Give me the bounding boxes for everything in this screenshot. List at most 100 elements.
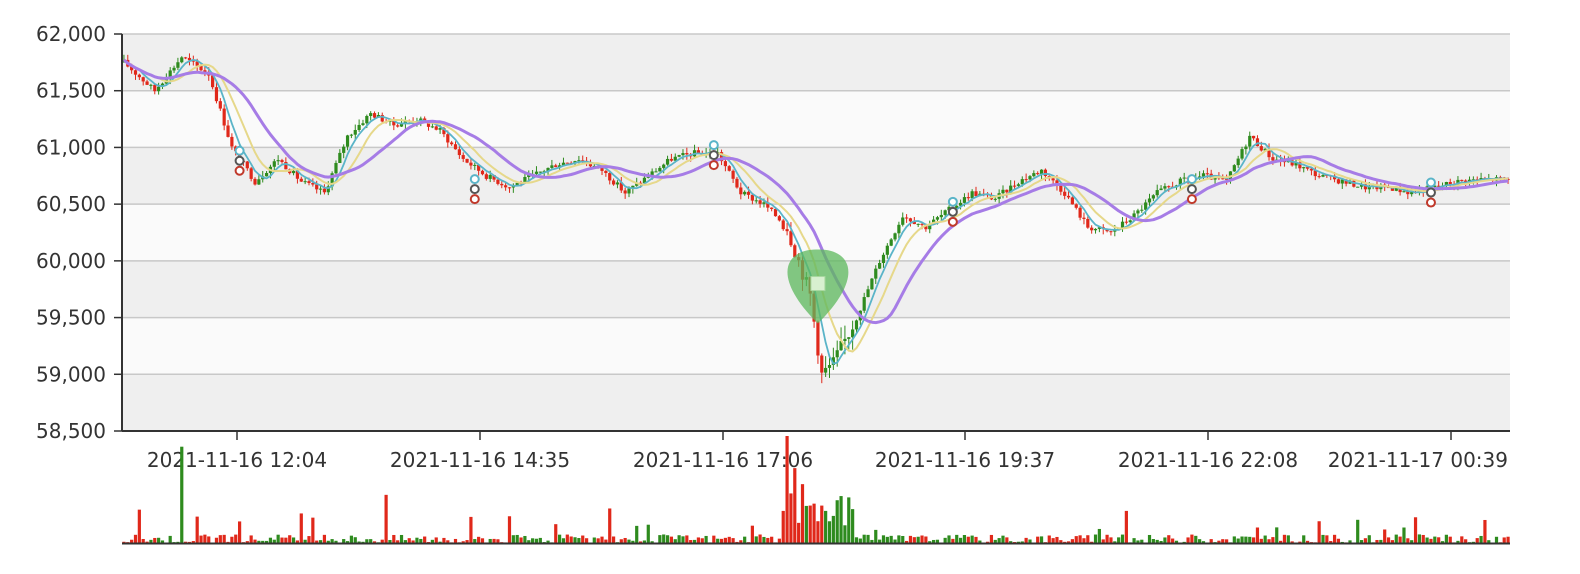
volume-bar	[800, 484, 805, 543]
candle-body	[1437, 185, 1441, 187]
y-tick-label: 59,000	[36, 362, 106, 386]
volume-bar	[369, 539, 373, 543]
volume-bar	[1066, 541, 1071, 543]
candle-body	[897, 224, 901, 234]
candle-body	[230, 136, 234, 147]
volume-bar	[920, 535, 924, 543]
volume-bar	[839, 496, 843, 543]
candle-body	[635, 182, 639, 186]
volume-bar	[1028, 539, 1032, 543]
candle-body	[1356, 186, 1360, 188]
volume-bar	[1298, 541, 1302, 543]
volume-bar	[762, 536, 766, 543]
ma-marker-up	[1425, 177, 1436, 188]
candle-body	[1163, 186, 1167, 189]
volume-bar	[396, 540, 400, 543]
volume-bar	[388, 540, 392, 543]
candle-body	[924, 224, 928, 230]
candle-body	[453, 144, 458, 150]
candle-body	[870, 278, 874, 290]
candle-body	[646, 176, 650, 178]
candle-body	[1120, 221, 1125, 228]
volume-bar	[1024, 537, 1028, 543]
volume-bar	[1151, 539, 1155, 543]
candle-body	[650, 171, 654, 177]
candle-body	[457, 149, 461, 156]
volume-bar	[985, 541, 990, 543]
candle-body	[1128, 220, 1132, 223]
candle-body	[1390, 187, 1395, 191]
volume-bar	[851, 509, 855, 543]
volume-bar	[261, 540, 265, 543]
volume-bar	[808, 505, 812, 543]
candle-body	[1009, 185, 1013, 193]
volume-bar	[203, 534, 207, 543]
candle-body	[669, 158, 674, 161]
volume-bar	[1255, 527, 1260, 543]
candle-body	[1066, 195, 1071, 198]
volume-bar	[804, 505, 808, 543]
volume-bar	[1402, 527, 1406, 543]
volume-bar	[893, 539, 897, 543]
candle-body	[816, 321, 820, 356]
volume-bar	[176, 541, 180, 543]
candle-body	[446, 134, 450, 143]
candle-body	[1221, 178, 1225, 180]
candle-body	[1444, 181, 1448, 186]
candle-body	[673, 156, 677, 161]
candle-body	[843, 338, 847, 342]
ma-marker-up	[708, 140, 719, 151]
volume-bar	[534, 538, 539, 543]
volume-bar	[538, 537, 542, 543]
volume-bar	[858, 538, 862, 543]
volume-bar	[1225, 539, 1229, 543]
volume-bar	[1155, 539, 1159, 543]
volume-bar	[334, 540, 338, 543]
candle-body	[908, 218, 913, 222]
candle-body	[450, 142, 454, 145]
y-tick-label: 61,500	[36, 79, 106, 103]
highlight-marker	[787, 249, 849, 324]
candle-body	[357, 124, 361, 130]
candle-body	[827, 365, 832, 368]
candle-body	[334, 162, 338, 174]
volume-bar	[1171, 538, 1175, 543]
volume-bar	[912, 537, 916, 543]
volume-bar	[234, 534, 238, 543]
candle-body	[1309, 168, 1314, 171]
candle-body	[1039, 169, 1044, 174]
candle-body	[176, 62, 180, 68]
candle-body	[515, 182, 519, 186]
candle-body	[527, 174, 531, 178]
candle-body	[839, 341, 843, 351]
volume-bar	[1386, 537, 1391, 543]
volume-bar	[349, 535, 354, 543]
volume-bar	[1090, 541, 1094, 543]
candle-body	[276, 160, 280, 162]
volume-bar	[357, 541, 361, 543]
candle-body	[685, 153, 689, 155]
volume-bar	[1201, 541, 1206, 543]
candle-body	[1059, 185, 1063, 192]
volume-bar	[943, 537, 947, 543]
candle-body	[1016, 184, 1021, 186]
volume-bar	[218, 535, 222, 543]
candle-body	[881, 254, 886, 264]
candle-body	[1248, 135, 1252, 147]
volume-bar	[658, 535, 662, 543]
candle-body	[403, 120, 407, 124]
candle-body	[157, 86, 161, 92]
volume-bar	[1009, 541, 1013, 543]
volume-bar	[743, 536, 747, 543]
candle-body	[1298, 162, 1302, 169]
candle-body	[149, 84, 153, 86]
y-tick-label: 59,500	[36, 306, 106, 330]
candle-body	[264, 173, 269, 177]
volume-bar	[1190, 534, 1194, 543]
volume-bar	[1209, 539, 1213, 543]
volume-bar	[627, 539, 631, 543]
volume-bar	[303, 539, 307, 543]
candle-body	[1267, 148, 1271, 158]
candle-body	[642, 177, 647, 184]
volume-bar	[157, 537, 161, 543]
